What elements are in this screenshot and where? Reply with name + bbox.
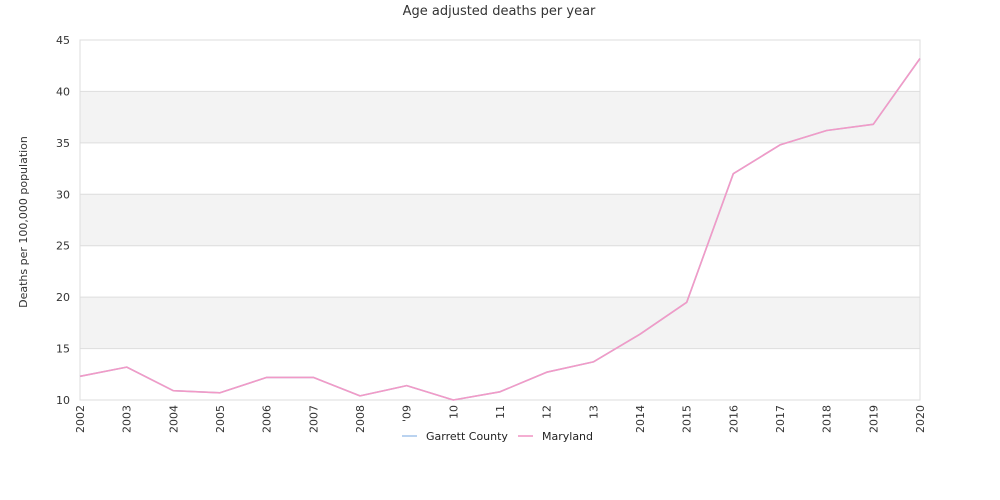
x-tick-label: 2017 <box>774 405 787 433</box>
plot-area-border <box>79 39 921 401</box>
legend-label[interactable]: Garrett County <box>426 430 508 443</box>
grid-band <box>80 91 920 143</box>
grid-bands <box>80 91 920 349</box>
x-tick-label: 2016 <box>727 405 740 433</box>
y-tick-label: 15 <box>56 343 70 356</box>
x-tick-label: 2006 <box>261 405 274 433</box>
chart-title: Age adjusted deaths per year <box>403 4 596 19</box>
series-lines <box>79 58 921 401</box>
x-tick-label: 12 <box>541 405 554 419</box>
x-tick-label: 2004 <box>167 405 180 433</box>
x-tick-label: 10 <box>447 405 460 419</box>
y-axis-ticks: 10 15 20 25 30 35 40 45 <box>56 34 70 407</box>
y-axis-label: Deaths per 100,000 population <box>17 136 30 308</box>
grid-lines <box>80 39 920 401</box>
x-tick-label: 11 <box>494 405 507 419</box>
y-tick-label: 35 <box>56 137 70 150</box>
y-tick-label: 30 <box>56 188 70 201</box>
legend-label[interactable]: Maryland <box>542 430 593 443</box>
x-tick-label: 13 <box>587 405 600 419</box>
x-tick-label: '09 <box>401 405 414 422</box>
x-tick-label: 2005 <box>214 405 227 433</box>
legend: Garrett County Maryland <box>402 430 593 443</box>
x-tick-label: 2018 <box>821 405 834 433</box>
y-tick-label: 20 <box>56 291 70 304</box>
grid-band <box>80 297 920 349</box>
x-tick-label: 2007 <box>307 405 320 433</box>
x-tick-label: 2015 <box>681 405 694 433</box>
grid-band <box>80 194 920 246</box>
y-tick-label: 25 <box>56 240 70 253</box>
y-tick-label: 10 <box>56 394 70 407</box>
x-tick-label: 2003 <box>121 405 134 433</box>
y-tick-label: 45 <box>56 34 70 47</box>
x-axis-ticks: 2002 2003 2004 2005 2006 2007 2008 '09 10 11 12 13 2… <box>74 405 927 433</box>
x-tick-label: 2019 <box>867 405 880 433</box>
x-tick-label: 2020 <box>914 405 927 433</box>
series-line <box>79 58 921 401</box>
y-tick-label: 40 <box>56 85 70 98</box>
x-tick-label: 2008 <box>354 405 367 433</box>
x-tick-label: 2002 <box>74 405 87 433</box>
x-tick-label: 2014 <box>634 405 647 433</box>
